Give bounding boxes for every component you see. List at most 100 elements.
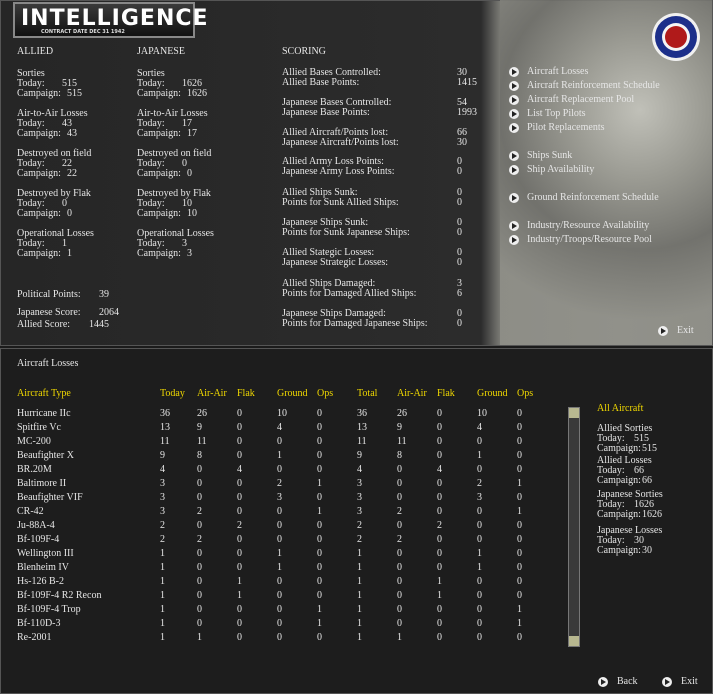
cell-value: 1: [317, 506, 322, 517]
stat-title: Air-to-Air Losses: [137, 108, 208, 119]
menu-arrow[interactable]: [509, 81, 519, 91]
stat-title: Sorties: [137, 68, 165, 79]
cell-value: 2: [397, 506, 402, 517]
score-value: 0: [457, 156, 462, 167]
stat-value: 1626: [182, 78, 202, 89]
cell-value: 0: [277, 436, 282, 447]
cell-value: 0: [317, 422, 322, 433]
stat-title: Operational Losses: [137, 228, 214, 239]
cell-value: 0: [477, 534, 482, 545]
cell-value: 3: [477, 492, 482, 503]
menu-item[interactable]: Industry/Troops/Resource Pool: [527, 234, 652, 245]
summary-label: Campaign:: [597, 509, 641, 520]
menu-item[interactable]: Ship Availability: [527, 164, 595, 175]
cell-value: 9: [197, 422, 202, 433]
menu-arrow[interactable]: [509, 151, 519, 161]
stat-label: Campaign:: [137, 208, 181, 219]
stat-label: Campaign:: [137, 88, 181, 99]
cell-value: 4: [437, 464, 442, 475]
menu-item[interactable]: Industry/Resource Availability: [527, 220, 650, 231]
cell-value: 1: [160, 618, 165, 629]
stat-label: Today:: [137, 158, 165, 169]
aircraft-name: Wellington III: [17, 548, 74, 559]
cell-value: 0: [237, 548, 242, 559]
score-value: 30: [457, 137, 467, 148]
menu-arrow[interactable]: [509, 193, 519, 203]
menu-item[interactable]: Aircraft Reinforcement Schedule: [527, 80, 660, 91]
cell-value: 1: [437, 576, 442, 587]
cell-value: 0: [317, 464, 322, 475]
cell-value: 1: [357, 576, 362, 587]
stat-label: Today:: [137, 78, 165, 89]
column-header: Ops: [317, 388, 334, 399]
cell-value: 0: [477, 604, 482, 615]
cell-value: 0: [277, 590, 282, 601]
menu-item[interactable]: Aircraft Replacement Pool: [527, 94, 635, 105]
summary-value: 30: [634, 535, 644, 546]
exit-arrow[interactable]: [658, 326, 668, 336]
cell-value: 0: [517, 464, 522, 475]
summary-value: 66: [642, 475, 652, 486]
cell-value: 9: [160, 450, 165, 461]
summary-label: Campaign:: [597, 475, 641, 486]
score-label: Allied Base Points:: [282, 77, 360, 88]
cell-value: 1: [277, 562, 282, 573]
column-header: Ops: [517, 388, 534, 399]
total-label: Japanese Score:: [17, 307, 81, 318]
stat-value: 10: [182, 198, 192, 209]
cell-value: 3: [277, 492, 282, 503]
menu-item[interactable]: Aircraft Losses: [527, 66, 589, 77]
cell-value: 0: [237, 632, 242, 643]
score-value: 0: [457, 318, 462, 329]
total-value: 1445: [89, 319, 109, 330]
menu-arrow[interactable]: [509, 67, 519, 77]
summary-label: Today:: [597, 499, 625, 510]
score-value: 30: [457, 67, 467, 78]
menu-arrow[interactable]: [509, 235, 519, 245]
cell-value: 3: [357, 478, 362, 489]
cell-value: 0: [197, 548, 202, 559]
stat-value: 10: [187, 208, 197, 219]
button-arrow[interactable]: [662, 677, 672, 687]
cell-value: 26: [397, 408, 407, 419]
total-label: Political Points:: [17, 289, 81, 300]
menu-arrow[interactable]: [509, 95, 519, 105]
cell-value: 1: [237, 576, 242, 587]
stat-label: Campaign:: [17, 248, 61, 259]
cell-value: 13: [160, 422, 170, 433]
menu-item[interactable]: Ships Sunk: [527, 150, 573, 161]
cell-value: 0: [397, 548, 402, 559]
nav-button[interactable]: Exit: [681, 676, 698, 687]
cell-value: 0: [197, 464, 202, 475]
menu-item[interactable]: Pilot Replacements: [527, 122, 605, 133]
button-arrow[interactable]: [598, 677, 608, 687]
scrollbar[interactable]: [568, 407, 580, 647]
cell-value: 1: [357, 562, 362, 573]
score-label: Japanese Strategic Losses:: [282, 257, 389, 268]
menu-item[interactable]: Ground Reinforcement Schedule: [527, 192, 659, 203]
aircraft-name: Hurricane IIc: [17, 408, 71, 419]
menu-item[interactable]: List Top Pilots: [527, 108, 586, 119]
menu-arrow[interactable]: [509, 123, 519, 133]
cell-value: 26: [197, 408, 207, 419]
stat-value: 0: [182, 158, 187, 169]
side-heading: JAPANESE: [137, 46, 185, 57]
cell-value: 2: [197, 534, 202, 545]
cell-value: 4: [160, 464, 165, 475]
cell-value: 0: [477, 506, 482, 517]
cell-value: 0: [277, 506, 282, 517]
menu-arrow[interactable]: [509, 165, 519, 175]
menu-arrow[interactable]: [509, 221, 519, 231]
exit-button[interactable]: Exit: [677, 325, 694, 336]
nav-button[interactable]: Back: [617, 676, 638, 687]
menu-arrow[interactable]: [509, 109, 519, 119]
cell-value: 0: [277, 618, 282, 629]
summary-value: 515: [634, 433, 649, 444]
cell-value: 0: [517, 520, 522, 531]
stat-label: Campaign:: [137, 168, 181, 179]
cell-value: 0: [237, 562, 242, 573]
cell-value: 0: [197, 604, 202, 615]
cell-value: 1: [517, 618, 522, 629]
score-value: 0: [457, 257, 462, 268]
cell-value: 3: [160, 506, 165, 517]
